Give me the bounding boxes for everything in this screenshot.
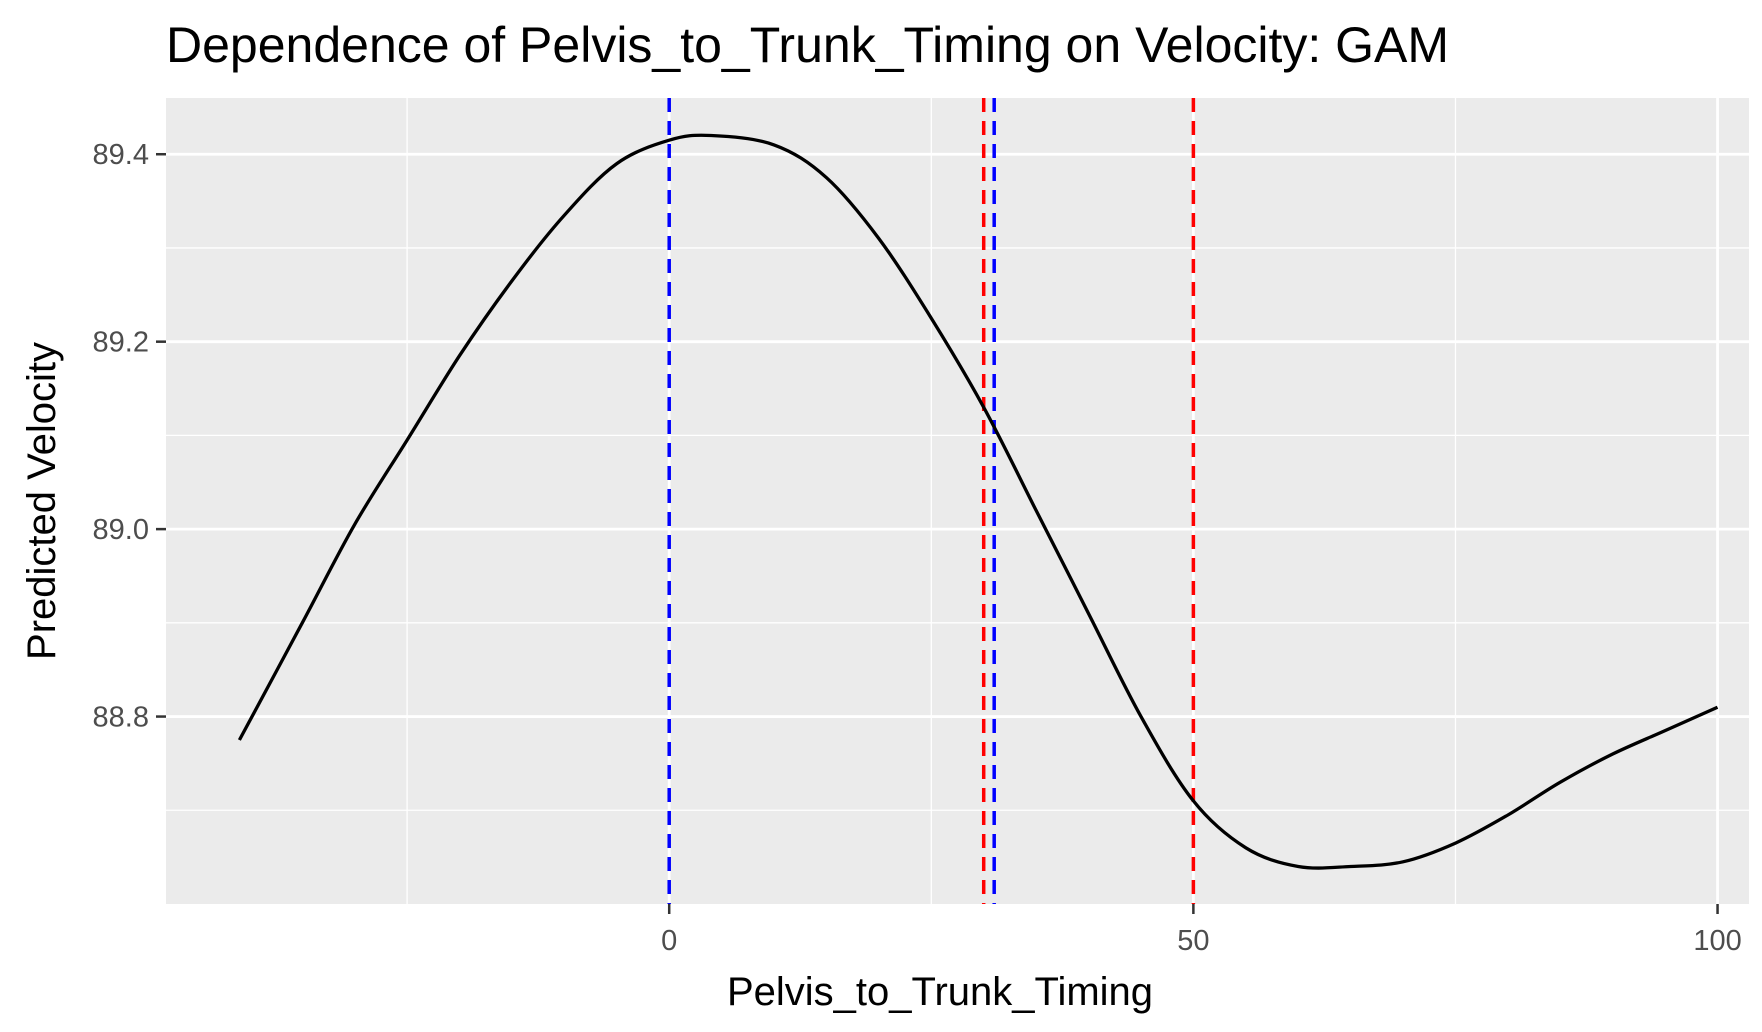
- y-tick-label: 89.2: [93, 327, 149, 359]
- plot-panel: [166, 98, 1749, 904]
- series-line: [237, 133, 1719, 870]
- y-tick-label: 88.8: [93, 702, 149, 734]
- x-axis-title: Pelvis_to_Trunk_Timing: [727, 970, 1153, 1014]
- y-tick-label: 89.4: [93, 139, 149, 171]
- series-layer: [237, 133, 1719, 870]
- chart-title: Dependence of Pelvis_to_Trunk_Timing on …: [166, 17, 1449, 73]
- x-tick-label: 100: [1693, 925, 1741, 957]
- y-tick-label: 89.0: [93, 514, 149, 546]
- x-tick-label: 0: [661, 925, 677, 957]
- axis-ticks: 0 50 100 88.8 89.0 89.2 89.4: [93, 139, 1742, 957]
- reference-lines: [667, 98, 1196, 904]
- x-tick-label: 50: [1177, 925, 1209, 957]
- y-axis-title: Predicted Velocity: [20, 342, 64, 660]
